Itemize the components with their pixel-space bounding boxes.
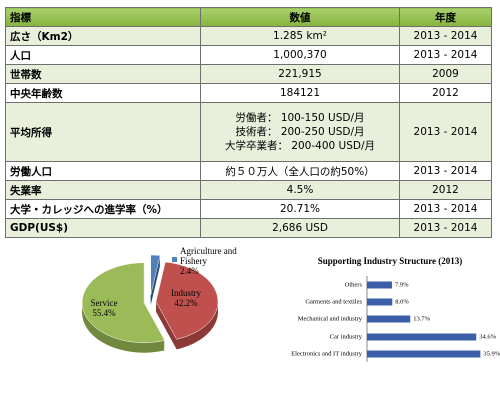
table-cell: GDP(US$) [5,218,201,238]
slice-label: Agriculture and Fishery 2.4% [180,246,240,276]
table-cell: 失業率 [5,180,201,200]
category-label: Others [345,281,363,288]
bar [367,298,393,306]
slice-label: Industry 42.2% [156,288,216,308]
pie-slice [81,262,166,343]
pie-slice [150,254,161,296]
bar [367,350,481,358]
bar [367,315,411,323]
chart-title: Supporting Industry Structure (2013) [318,256,463,266]
table-cell: 2013 - 2014 [399,26,492,46]
header-cell: 年度 [399,7,492,27]
cell-line: 労働者： 100-150 USD/月 [235,112,365,124]
table-cell: 約５０万人（全人口の約50%） [200,161,400,181]
slice-value: 55.4% [92,308,116,318]
table-row: 世帯数 221,915 2009 [5,64,492,84]
header-cell: 指標 [5,7,201,27]
table-cell: 2,686 USD [200,218,400,238]
value-label: 34.6% [479,333,496,340]
table-row: 失業率 4.5% 2012 [5,180,492,200]
table-row: 中央年齢数 184121 2012 [5,83,492,103]
category-label: Car industry [330,333,363,340]
pie-slice [155,261,219,340]
slice-name: Agriculture and Fishery [180,246,237,266]
header-cell: 数値 [200,7,400,27]
table-cell: 大学・カレッジへの進学率（%） [5,199,201,219]
slice-label: Service 55.4% [74,298,134,318]
table-cell: 平均所得 [5,102,201,162]
value-label: 7.9% [395,281,409,288]
slice-value: 2.4% [180,266,199,276]
table-cell: 世帯数 [5,64,201,84]
table-row: GDP(US$) 2,686 USD 2013 - 2014 [5,218,492,238]
value-label: 35.9% [483,350,500,357]
slice-value: 42.2% [174,298,198,308]
bar [367,281,392,289]
category-label: Mechanical and industry [298,315,363,322]
legend-swatch [172,257,177,262]
table-cell: 2012 [399,180,492,200]
table-cell: 2013 - 2014 [399,102,492,162]
stats-table: 指標 数値 年度 広さ（Km2） 1.285 km² 2013 - 2014 人口 1,000… [5,7,492,238]
cell-line: 大学卒業者： 200-400 USD/月 [224,140,376,152]
bar [367,333,477,341]
table-cell: 2013 - 2014 [399,218,492,238]
category-label: Electronics and IT industry [291,350,363,357]
table-cell: 2009 [399,64,492,84]
value-label: 13.7% [413,315,430,322]
table-row: 広さ（Km2） 1.285 km² 2013 - 2014 [5,26,492,46]
table-cell: 1.285 km² [200,26,400,46]
cell-line: 技術者： 200-250 USD/月 [235,126,365,138]
table-row: 大学・カレッジへの進学率（%） 20.71% 2013 - 2014 [5,199,492,219]
category-label: Garments and textiles [305,298,362,305]
table-row: 平均所得 労働者： 100-150 USD/月 技術者： 200-250 USD/月… [5,102,492,162]
table-cell: 221,915 [200,64,400,84]
slice-name: Service [90,298,118,308]
table-row: 労働人口 約５０万人（全人口の約50%） 2013 - 2014 [5,161,492,181]
table-cell: 労働者： 100-150 USD/月 技術者： 200-250 USD/月 大学卒業… [200,102,400,162]
slice-name: Industry [171,288,201,298]
value-label: 8.0% [395,298,409,305]
